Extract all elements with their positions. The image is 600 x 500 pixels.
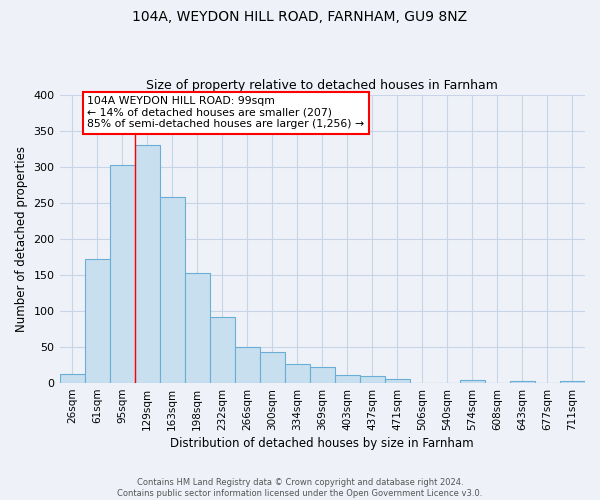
Bar (185, 272, 209, 383)
Bar (285, 364, 310, 383)
Bar (85, 259, 110, 383)
Bar (235, 347, 260, 383)
Title: Size of property relative to detached houses in Farnham: Size of property relative to detached ho… (146, 79, 498, 92)
Bar (59, 374, 85, 383)
Bar (510, 381, 535, 383)
Bar (134, 145, 160, 383)
Y-axis label: Number of detached properties: Number of detached properties (15, 146, 28, 332)
Bar (335, 375, 360, 383)
Text: 104A, WEYDON HILL ROAD, FARNHAM, GU9 8NZ: 104A, WEYDON HILL ROAD, FARNHAM, GU9 8NZ (133, 10, 467, 24)
Bar (385, 380, 410, 383)
Bar (110, 164, 134, 383)
Bar (360, 376, 385, 383)
Text: Contains HM Land Registry data © Crown copyright and database right 2024.
Contai: Contains HM Land Registry data © Crown c… (118, 478, 482, 498)
Bar (260, 352, 285, 383)
Text: 104A WEYDON HILL ROAD: 99sqm
← 14% of detached houses are smaller (207)
85% of s: 104A WEYDON HILL ROAD: 99sqm ← 14% of de… (87, 96, 364, 129)
Bar (560, 381, 585, 383)
Bar (209, 316, 235, 383)
Bar (160, 197, 185, 383)
Bar (310, 367, 335, 383)
Bar (460, 380, 485, 383)
X-axis label: Distribution of detached houses by size in Farnham: Distribution of detached houses by size … (170, 437, 474, 450)
